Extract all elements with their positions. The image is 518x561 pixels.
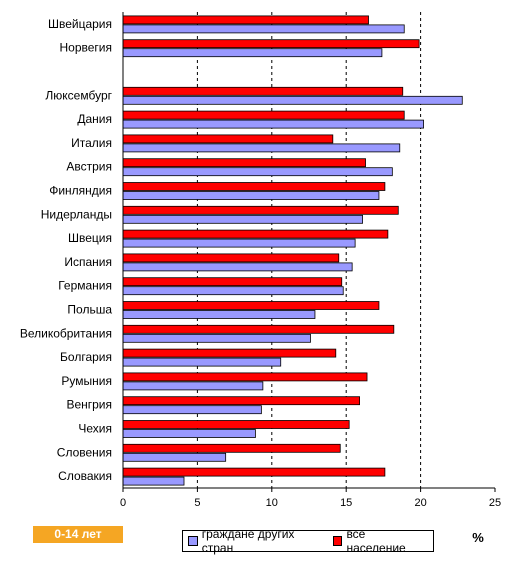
legend-item-foreign: граждане других стран bbox=[188, 527, 325, 555]
bar bbox=[122, 286, 344, 296]
category-label: Австрия bbox=[66, 160, 112, 174]
x-tick-labels: 0 5 10 15 20 25 bbox=[120, 488, 501, 509]
bar bbox=[122, 229, 389, 239]
unit-label: % bbox=[472, 530, 484, 545]
bar bbox=[122, 405, 262, 415]
age-group-badge: 0-14 лет bbox=[33, 526, 123, 543]
category-label: Чехия bbox=[78, 422, 112, 436]
bar bbox=[122, 95, 463, 105]
legend-label-total: все население bbox=[346, 527, 406, 555]
bars bbox=[122, 15, 463, 486]
bar bbox=[122, 110, 405, 120]
category-label: Болгария bbox=[60, 350, 112, 364]
bar bbox=[122, 167, 393, 177]
category-label: Финляндия bbox=[49, 184, 112, 198]
bar bbox=[122, 443, 341, 453]
bar bbox=[122, 301, 380, 310]
bar bbox=[122, 158, 366, 168]
bar bbox=[122, 467, 386, 477]
tick-label: 5 bbox=[194, 497, 200, 509]
bar bbox=[122, 214, 363, 224]
bar bbox=[122, 15, 369, 25]
legend-label-foreign: граждане других стран bbox=[201, 527, 295, 555]
tick-label: 10 bbox=[266, 497, 278, 509]
category-label: Швейцария bbox=[48, 17, 112, 31]
legend-item-total: все население bbox=[332, 527, 425, 555]
legend-swatch-foreign bbox=[188, 536, 198, 546]
bar bbox=[122, 238, 356, 248]
bar bbox=[122, 119, 424, 129]
legend: граждане других стран все население bbox=[182, 527, 434, 555]
bar bbox=[122, 324, 395, 334]
tick-label: 25 bbox=[489, 497, 501, 509]
axes bbox=[122, 12, 495, 489]
bar bbox=[122, 310, 316, 319]
bar bbox=[122, 262, 353, 272]
bar bbox=[122, 476, 185, 486]
category-label: Словения bbox=[57, 445, 112, 459]
bar bbox=[122, 134, 334, 144]
tick-label: 15 bbox=[340, 497, 352, 509]
bar bbox=[122, 333, 311, 343]
category-label: Венгрия bbox=[66, 398, 112, 412]
tick-label: 0 bbox=[120, 497, 126, 509]
bar bbox=[122, 396, 360, 406]
category-label: Великобритания bbox=[20, 326, 112, 340]
bar bbox=[122, 86, 404, 96]
category-label: Германия bbox=[58, 279, 112, 293]
bar bbox=[122, 429, 256, 438]
category-label: Румыния bbox=[61, 374, 112, 388]
bar bbox=[122, 348, 337, 358]
bar bbox=[122, 372, 368, 382]
category-label: Дания bbox=[77, 112, 112, 126]
category-label: Норвегия bbox=[59, 41, 112, 55]
bar bbox=[122, 191, 380, 200]
category-label: Италия bbox=[71, 136, 112, 150]
category-label: Нидерланды bbox=[41, 207, 112, 221]
tick-label: 20 bbox=[414, 497, 426, 509]
category-label: Словакия bbox=[58, 469, 112, 483]
bar bbox=[122, 48, 383, 58]
category-label: Люксембург bbox=[45, 88, 112, 102]
category-label: Швеция bbox=[68, 231, 112, 245]
bar bbox=[122, 24, 405, 34]
bar bbox=[122, 253, 340, 263]
bar bbox=[122, 420, 350, 429]
bar bbox=[122, 182, 386, 191]
bar bbox=[122, 205, 399, 215]
category-labels: Швейцария Норвегия Люксембург Дания Италия Ав… bbox=[20, 17, 113, 483]
bar bbox=[122, 39, 420, 49]
bar bbox=[122, 452, 227, 462]
bar bbox=[122, 277, 343, 287]
gridlines bbox=[196, 12, 422, 488]
category-label: Польша bbox=[67, 303, 112, 317]
bar bbox=[122, 143, 401, 153]
legend-swatch-total bbox=[332, 536, 343, 546]
bar bbox=[122, 381, 264, 391]
bar bbox=[122, 357, 282, 367]
category-label: Испания bbox=[64, 255, 112, 269]
